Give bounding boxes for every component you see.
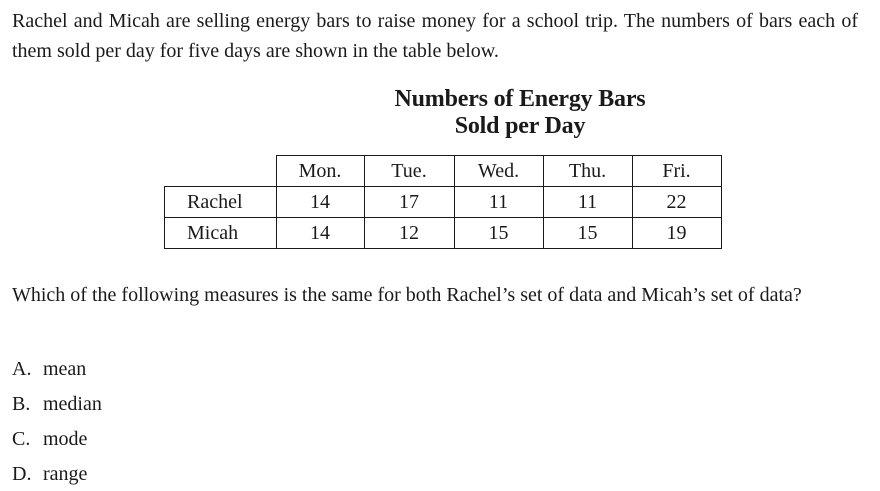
table-row-rachel: Rachel 14 17 11 11 22 bbox=[164, 186, 722, 218]
row-header-rachel: Rachel bbox=[164, 186, 277, 218]
table-row-micah: Micah 14 12 15 15 19 bbox=[164, 217, 722, 249]
table-title-line-2: Sold per Day bbox=[454, 113, 586, 139]
column-header-wed: Wed. bbox=[453, 155, 544, 187]
cell-micah-fri: 19 bbox=[631, 217, 722, 249]
cell-rachel-thu: 11 bbox=[542, 186, 633, 218]
choice-b[interactable]: B. median bbox=[12, 389, 102, 419]
cell-micah-mon: 14 bbox=[275, 217, 365, 249]
table-header-row: Mon. Tue. Wed. Thu. Fri. bbox=[164, 155, 722, 187]
choice-b-text: median bbox=[43, 393, 102, 415]
choice-c-text: mode bbox=[43, 428, 88, 450]
choice-d[interactable]: D. range bbox=[12, 459, 87, 489]
choice-c[interactable]: C. mode bbox=[12, 424, 87, 454]
choice-c-letter: C. bbox=[12, 428, 31, 450]
choice-a[interactable]: A. mean bbox=[12, 354, 86, 384]
choice-d-text: range bbox=[43, 463, 88, 485]
cell-rachel-mon: 14 bbox=[275, 186, 365, 218]
column-header-tue: Tue. bbox=[363, 155, 455, 187]
table-title-line-1: Numbers of Energy Bars bbox=[394, 86, 646, 112]
cell-micah-thu: 15 bbox=[542, 217, 633, 249]
row-header-micah: Micah bbox=[164, 217, 277, 249]
choice-a-text: mean bbox=[43, 358, 87, 380]
cell-rachel-wed: 11 bbox=[453, 186, 544, 218]
table-corner-cell bbox=[164, 155, 277, 187]
cell-rachel-fri: 22 bbox=[631, 186, 722, 218]
energy-bars-table: Mon. Tue. Wed. Thu. Fri. Rachel 14 17 11… bbox=[164, 155, 722, 249]
choice-d-letter: D. bbox=[12, 463, 32, 485]
cell-micah-wed: 15 bbox=[453, 217, 544, 249]
choice-b-letter: B. bbox=[12, 393, 31, 415]
question-text: Which of the following measures is the s… bbox=[12, 284, 802, 306]
choice-a-letter: A. bbox=[12, 358, 32, 380]
intro-paragraph: Rachel and Micah are selling energy bars… bbox=[12, 10, 858, 62]
column-header-mon: Mon. bbox=[275, 155, 365, 187]
cell-rachel-tue: 17 bbox=[363, 186, 455, 218]
cell-micah-tue: 12 bbox=[363, 217, 455, 249]
column-header-thu: Thu. bbox=[542, 155, 633, 187]
column-header-fri: Fri. bbox=[631, 155, 722, 187]
